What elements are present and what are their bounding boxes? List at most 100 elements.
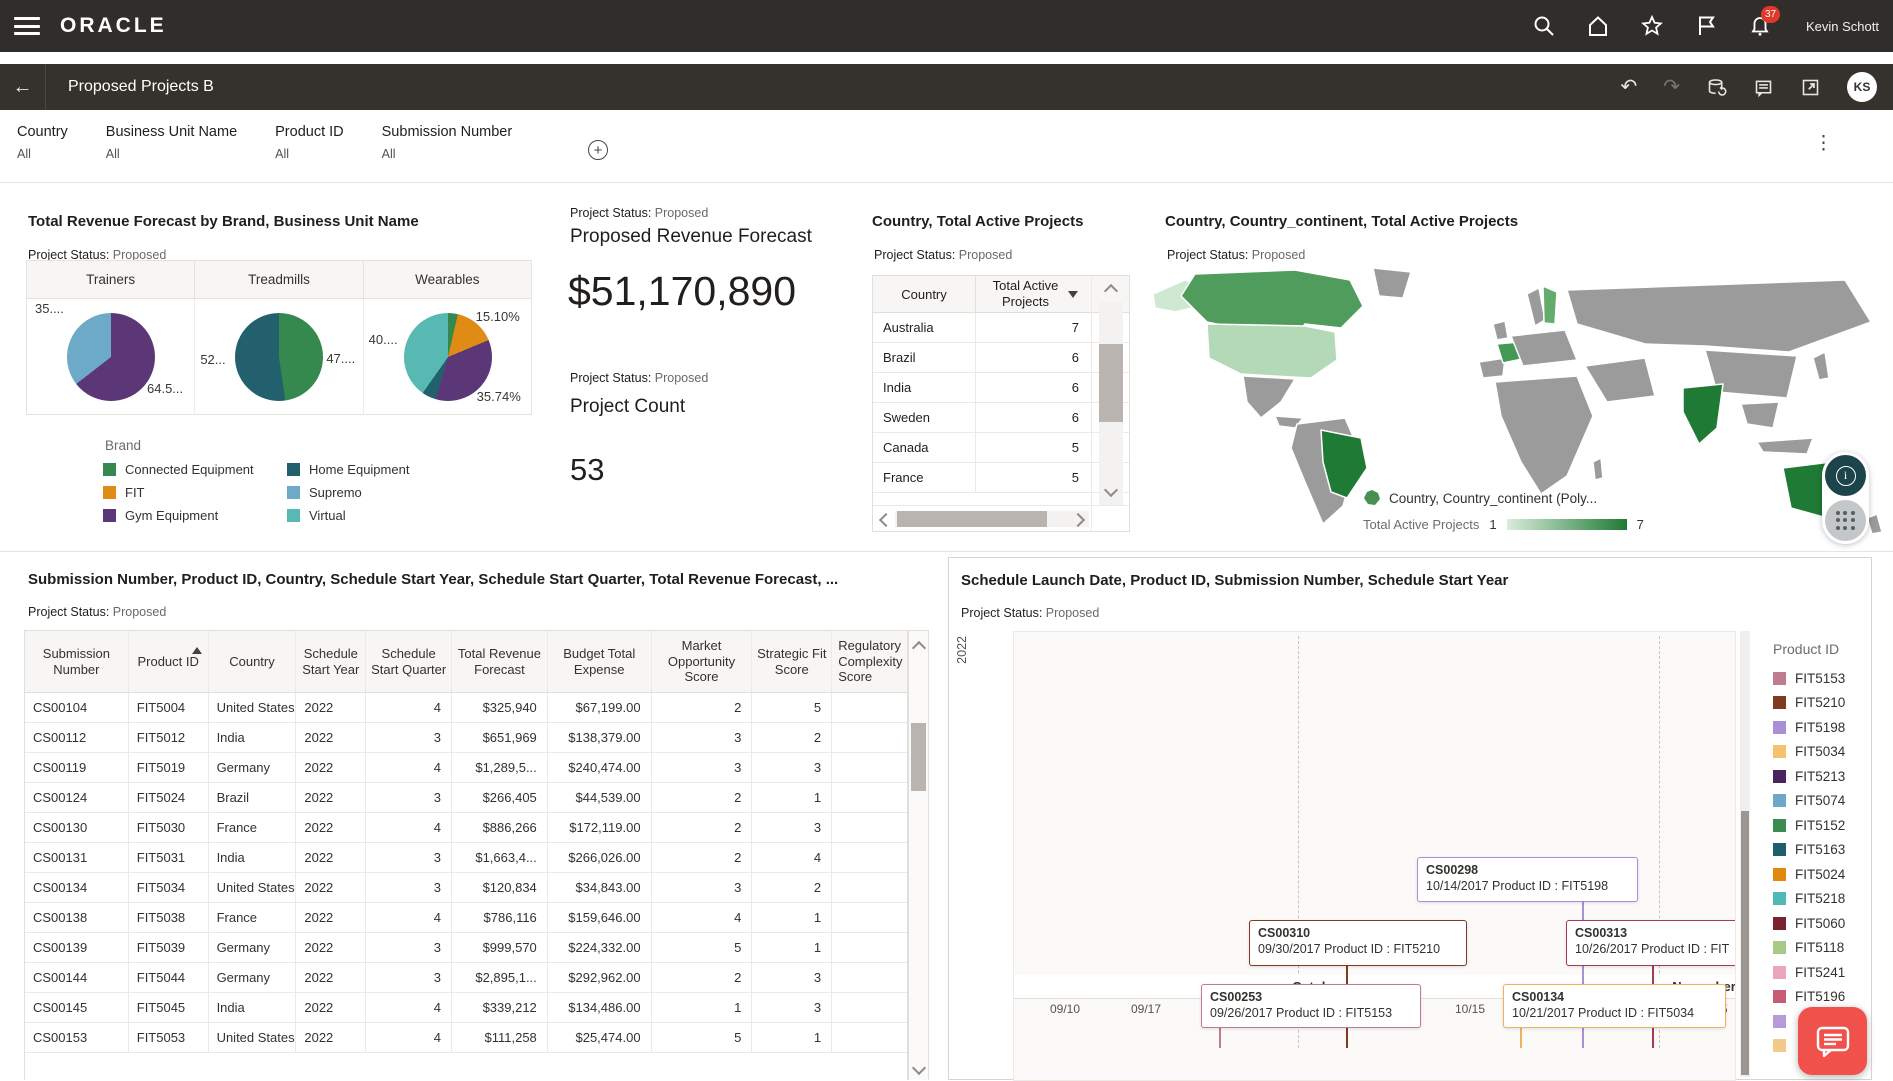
- table-row[interactable]: CS00139 FIT5039 Germany 2022 3 $999,570 …: [25, 933, 907, 963]
- legend-item[interactable]: FIT5034: [1773, 745, 1845, 759]
- horizontal-scrollbar[interactable]: [873, 505, 1129, 531]
- pie-chart-treadmills[interactable]: [235, 313, 323, 401]
- keypad-button[interactable]: [1825, 500, 1866, 541]
- search-icon[interactable]: [1532, 14, 1556, 38]
- table-row[interactable]: CS00104 FIT5004 United States 2022 4 $32…: [25, 693, 907, 723]
- legend-item[interactable]: Home Equipment: [287, 462, 409, 476]
- home-icon[interactable]: [1586, 14, 1610, 38]
- legend-item[interactable]: FIT5118: [1773, 941, 1845, 955]
- column-header[interactable]: Product ID: [129, 631, 209, 692]
- scroll-up-icon[interactable]: [912, 641, 926, 655]
- column-header[interactable]: Schedule Start Year: [296, 631, 366, 692]
- table-row[interactable]: CS00134 FIT5034 United States 2022 3 $12…: [25, 873, 907, 903]
- timeline-callout[interactable]: CS00310 09/30/2017 Product ID : FIT5210: [1249, 920, 1467, 966]
- scrollbar-thumb[interactable]: [911, 723, 926, 791]
- legend-item[interactable]: FIT5060: [1773, 916, 1845, 930]
- legend-item[interactable]: FIT5210: [1773, 696, 1845, 710]
- column-header[interactable]: Total Revenue Forecast: [452, 631, 548, 692]
- menu-icon[interactable]: [14, 17, 40, 35]
- timeline-callout[interactable]: CS00313 10/26/2017 Product ID : FIT: [1566, 920, 1736, 966]
- revenue-cell: $1,663,4...: [452, 843, 548, 872]
- redo-icon[interactable]: ↷: [1663, 77, 1680, 97]
- map-layer-legend[interactable]: Country, Country_continent (Poly...: [1363, 489, 1597, 507]
- budget-cell: $224,332.00: [548, 933, 652, 962]
- legend-item[interactable]: FIT5163: [1773, 843, 1845, 857]
- table-row[interactable]: CS00153 FIT5053 United States 2022 4 $11…: [25, 1023, 907, 1053]
- legend-item[interactable]: FIT: [103, 485, 287, 499]
- table-row[interactable]: CS00131 FIT5031 India 2022 3 $1,663,4...…: [25, 843, 907, 873]
- column-header[interactable]: Submission Number: [25, 631, 129, 692]
- legend-item[interactable]: Gym Equipment: [103, 508, 287, 522]
- scroll-down-icon[interactable]: [912, 1061, 926, 1075]
- table-row[interactable]: CS00130 FIT5030 France 2022 4 $886,266 $…: [25, 813, 907, 843]
- filter-chip[interactable]: Country All: [17, 124, 68, 161]
- column-header[interactable]: Budget Total Expense: [548, 631, 652, 692]
- filter-chip[interactable]: Business Unit Name All: [106, 124, 237, 161]
- column-header[interactable]: Country: [209, 631, 297, 692]
- undo-icon[interactable]: ↶: [1620, 77, 1637, 97]
- scrollbar-thumb[interactable]: [1741, 811, 1749, 1075]
- present-export-icon[interactable]: [1800, 77, 1821, 98]
- legend-item[interactable]: Virtual: [287, 508, 409, 522]
- vertical-scrollbar[interactable]: [1091, 276, 1129, 531]
- legend-item[interactable]: FIT5152: [1773, 818, 1845, 832]
- legend-item[interactable]: FIT5074: [1773, 794, 1845, 808]
- country-column-header[interactable]: Country: [873, 276, 976, 312]
- timeline-callout[interactable]: CS00298 10/14/2017 Product ID : FIT5198: [1417, 857, 1638, 902]
- back-arrow-icon[interactable]: ←: [0, 64, 46, 110]
- timeline-callout[interactable]: CS00253 09/26/2017 Product ID : FIT5153: [1201, 984, 1421, 1028]
- legend-swatch: [1773, 745, 1786, 758]
- timeline-plot[interactable]: CS00298 10/14/2017 Product ID : FIT5198 …: [1013, 631, 1736, 1081]
- chat-button[interactable]: [1798, 1007, 1867, 1075]
- timeline-callout[interactable]: CS00134 10/21/2017 Product ID : FIT5034: [1503, 984, 1726, 1028]
- revenue-cell: $2,895,1...: [452, 963, 548, 992]
- favorites-star-icon[interactable]: [1640, 14, 1664, 38]
- table-row[interactable]: CS00138 FIT5038 France 2022 4 $786,116 $…: [25, 903, 907, 933]
- legend-item[interactable]: FIT5213: [1773, 769, 1845, 783]
- column-header[interactable]: Regulatory Complexity Score: [832, 631, 907, 692]
- pie-chart-wearables[interactable]: [404, 313, 492, 401]
- table-row[interactable]: CS00145 FIT5045 India 2022 4 $339,212 $1…: [25, 993, 907, 1023]
- scrollbar-thumb[interactable]: [1099, 344, 1123, 422]
- scroll-left-icon[interactable]: [879, 513, 893, 527]
- avatar[interactable]: KS: [1847, 72, 1877, 102]
- filter-chip[interactable]: Product ID All: [275, 124, 344, 161]
- column-header[interactable]: Schedule Start Quarter: [366, 631, 452, 692]
- detail-table-scrollbar[interactable]: [908, 630, 929, 1080]
- scrollbar-thumb[interactable]: [897, 511, 1047, 527]
- legend-item[interactable]: Supremo: [287, 485, 409, 499]
- table-row[interactable]: CS00119 FIT5019 Germany 2022 4 $1,289,5.…: [25, 753, 907, 783]
- total-active-projects-header[interactable]: Total Active Projects: [976, 276, 1091, 312]
- legend-item[interactable]: FIT5241: [1773, 965, 1845, 979]
- pie-chart-trainers[interactable]: [67, 313, 155, 401]
- refresh-data-icon[interactable]: [1706, 77, 1727, 98]
- filter-chip[interactable]: Submission Number All: [382, 124, 513, 161]
- user-name[interactable]: Kevin Schott: [1806, 19, 1879, 34]
- column-header[interactable]: Strategic Fit Score: [752, 631, 832, 692]
- legend-item[interactable]: FIT5198: [1773, 720, 1845, 734]
- table-row[interactable]: CS00144 FIT5044 Germany 2022 3 $2,895,1.…: [25, 963, 907, 993]
- page-menu-kebab-icon[interactable]: ⋮: [1814, 132, 1833, 155]
- notifications-bell-icon[interactable]: 37: [1748, 14, 1772, 38]
- column-header[interactable]: Market Opportunity Score: [652, 631, 753, 692]
- country-cell: France: [209, 813, 297, 842]
- legend-item[interactable]: FIT5024: [1773, 867, 1845, 881]
- table-row[interactable]: CS00112 FIT5012 India 2022 3 $651,969 $1…: [25, 723, 907, 753]
- sort-ascending-icon[interactable]: [192, 647, 202, 654]
- legend-item[interactable]: FIT5196: [1773, 990, 1845, 1004]
- legend-item[interactable]: FIT5218: [1773, 892, 1845, 906]
- strategic-score-cell: 1: [752, 903, 832, 932]
- kpi2-status: Project Status: Proposed: [570, 371, 708, 385]
- table-row[interactable]: CS00124 FIT5024 Brazil 2022 3 $266,405 $…: [25, 783, 907, 813]
- legend-item[interactable]: Connected Equipment: [103, 462, 287, 476]
- sort-descending-icon[interactable]: [1068, 291, 1078, 298]
- pie-cell-wearables: 40.... 15.10% 35.74%: [364, 299, 531, 415]
- add-filter-icon[interactable]: +: [588, 140, 608, 160]
- info-button[interactable]: i: [1825, 455, 1866, 496]
- timeline-scrollbar[interactable]: [1740, 631, 1750, 1077]
- flag-icon[interactable]: [1694, 14, 1718, 38]
- assist-widget: i: [1822, 452, 1869, 544]
- annotations-icon[interactable]: [1753, 77, 1774, 98]
- scroll-up-icon[interactable]: [1104, 284, 1118, 298]
- legend-item[interactable]: FIT5153: [1773, 671, 1845, 685]
